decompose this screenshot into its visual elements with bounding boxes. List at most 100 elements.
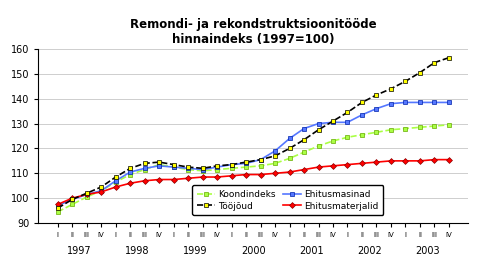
Koondindeks [388, 128, 394, 131]
Tööjõud [359, 101, 365, 104]
Koondindeks [345, 136, 350, 139]
Ehitusmaterjalid [287, 171, 293, 174]
Koondindeks [156, 163, 162, 166]
Ehitusmasinad [171, 165, 176, 169]
Ehitusmasinad [345, 121, 350, 124]
Tööjõud [84, 191, 90, 195]
Ehitusmaterjalid [185, 177, 191, 180]
Tööjõud [345, 111, 350, 114]
Ehitusmaterjalid [84, 193, 90, 196]
Ehitusmasinad [185, 167, 191, 170]
Tööjõud [402, 80, 408, 83]
Tööjõud [156, 160, 162, 164]
Tööjõud [287, 147, 293, 150]
Ehitusmasinad [330, 121, 336, 124]
Ehitusmasinad [417, 101, 423, 104]
Tööjõud [127, 167, 133, 170]
Tööjõud [446, 56, 452, 59]
Ehitusmaterjalid [301, 168, 307, 171]
Ehitusmaterjalid [374, 160, 380, 164]
Ehitusmaterjalid [446, 158, 452, 161]
Koondindeks [287, 157, 293, 160]
Koondindeks [98, 189, 104, 192]
Tööjõud [171, 163, 176, 166]
Ehitusmasinad [156, 164, 162, 168]
Line: Koondindeks: Koondindeks [56, 123, 451, 214]
Koondindeks [214, 168, 220, 171]
Tööjõud [98, 185, 104, 188]
Ehitusmasinad [243, 162, 249, 165]
Koondindeks [69, 203, 75, 206]
Ehitusmasinad [258, 158, 263, 161]
Ehitusmasinad [200, 168, 206, 171]
Koondindeks [301, 150, 307, 154]
Ehitusmasinad [69, 198, 75, 201]
Ehitusmasinad [301, 127, 307, 130]
Ehitusmaterjalid [388, 159, 394, 162]
Tööjõud [113, 175, 119, 179]
Ehitusmasinad [446, 101, 452, 104]
Ehitusmaterjalid [214, 175, 220, 179]
Ehitusmaterjalid [200, 175, 206, 179]
Koondindeks [315, 144, 321, 148]
Koondindeks [185, 168, 191, 171]
Ehitusmaterjalid [359, 162, 365, 165]
Ehitusmasinad [84, 193, 90, 196]
Tööjõud [229, 163, 235, 166]
Ehitusmasinad [388, 102, 394, 105]
Ehitusmaterjalid [402, 159, 408, 162]
Tööjõud [69, 198, 75, 201]
Koondindeks [330, 139, 336, 143]
Koondindeks [272, 162, 278, 165]
Ehitusmasinad [127, 171, 133, 174]
Ehitusmaterjalid [69, 197, 75, 200]
Koondindeks [243, 165, 249, 169]
Ehitusmasinad [98, 189, 104, 192]
Koondindeks [374, 131, 380, 134]
Tööjõud [243, 160, 249, 164]
Tööjõud [301, 138, 307, 141]
Ehitusmaterjalid [315, 165, 321, 169]
Tööjõud [388, 87, 394, 90]
Ehitusmaterjalid [243, 173, 249, 176]
Title: Remondi- ja rekondstruktsioonitööde
hinnaindeks (1997=100): Remondi- ja rekondstruktsioonitööde hinn… [130, 18, 377, 47]
Koondindeks [55, 210, 61, 214]
Ehitusmasinad [315, 122, 321, 125]
Tööjõud [432, 61, 437, 64]
Koondindeks [359, 133, 365, 136]
Ehitusmasinad [359, 113, 365, 116]
Tööjõud [258, 158, 263, 161]
Koondindeks [200, 169, 206, 172]
Ehitusmaterjalid [142, 179, 148, 183]
Ehitusmasinad [214, 165, 220, 169]
Tööjõud [374, 93, 380, 97]
Ehitusmaterjalid [345, 163, 350, 166]
Ehitusmasinad [374, 107, 380, 110]
Ehitusmaterjalid [156, 178, 162, 181]
Line: Ehitusmasinad: Ehitusmasinad [56, 100, 451, 208]
Ehitusmaterjalid [55, 203, 61, 206]
Ehitusmaterjalid [330, 164, 336, 168]
Tööjõud [200, 167, 206, 170]
Tööjõud [55, 206, 61, 210]
Tööjõud [315, 128, 321, 131]
Ehitusmasinad [142, 167, 148, 170]
Tööjõud [185, 165, 191, 169]
Legend: Koondindeks, Tööjõud, Ehitusmasinad, Ehitusmaterjalid: Koondindeks, Tööjõud, Ehitusmasinad, Ehi… [192, 185, 383, 215]
Koondindeks [127, 173, 133, 176]
Ehitusmasinad [113, 179, 119, 183]
Ehitusmasinad [272, 149, 278, 153]
Tööjõud [417, 71, 423, 74]
Koondindeks [446, 123, 452, 126]
Koondindeks [84, 195, 90, 199]
Line: Ehitusmaterjalid: Ehitusmaterjalid [56, 157, 451, 206]
Line: Tööjõud: Tööjõud [56, 55, 451, 210]
Ehitusmasinad [402, 101, 408, 104]
Koondindeks [402, 127, 408, 130]
Tööjõud [142, 162, 148, 165]
Ehitusmaterjalid [258, 173, 263, 176]
Ehitusmasinad [229, 163, 235, 166]
Ehitusmaterjalid [417, 159, 423, 162]
Koondindeks [258, 164, 263, 168]
Ehitusmaterjalid [171, 178, 176, 181]
